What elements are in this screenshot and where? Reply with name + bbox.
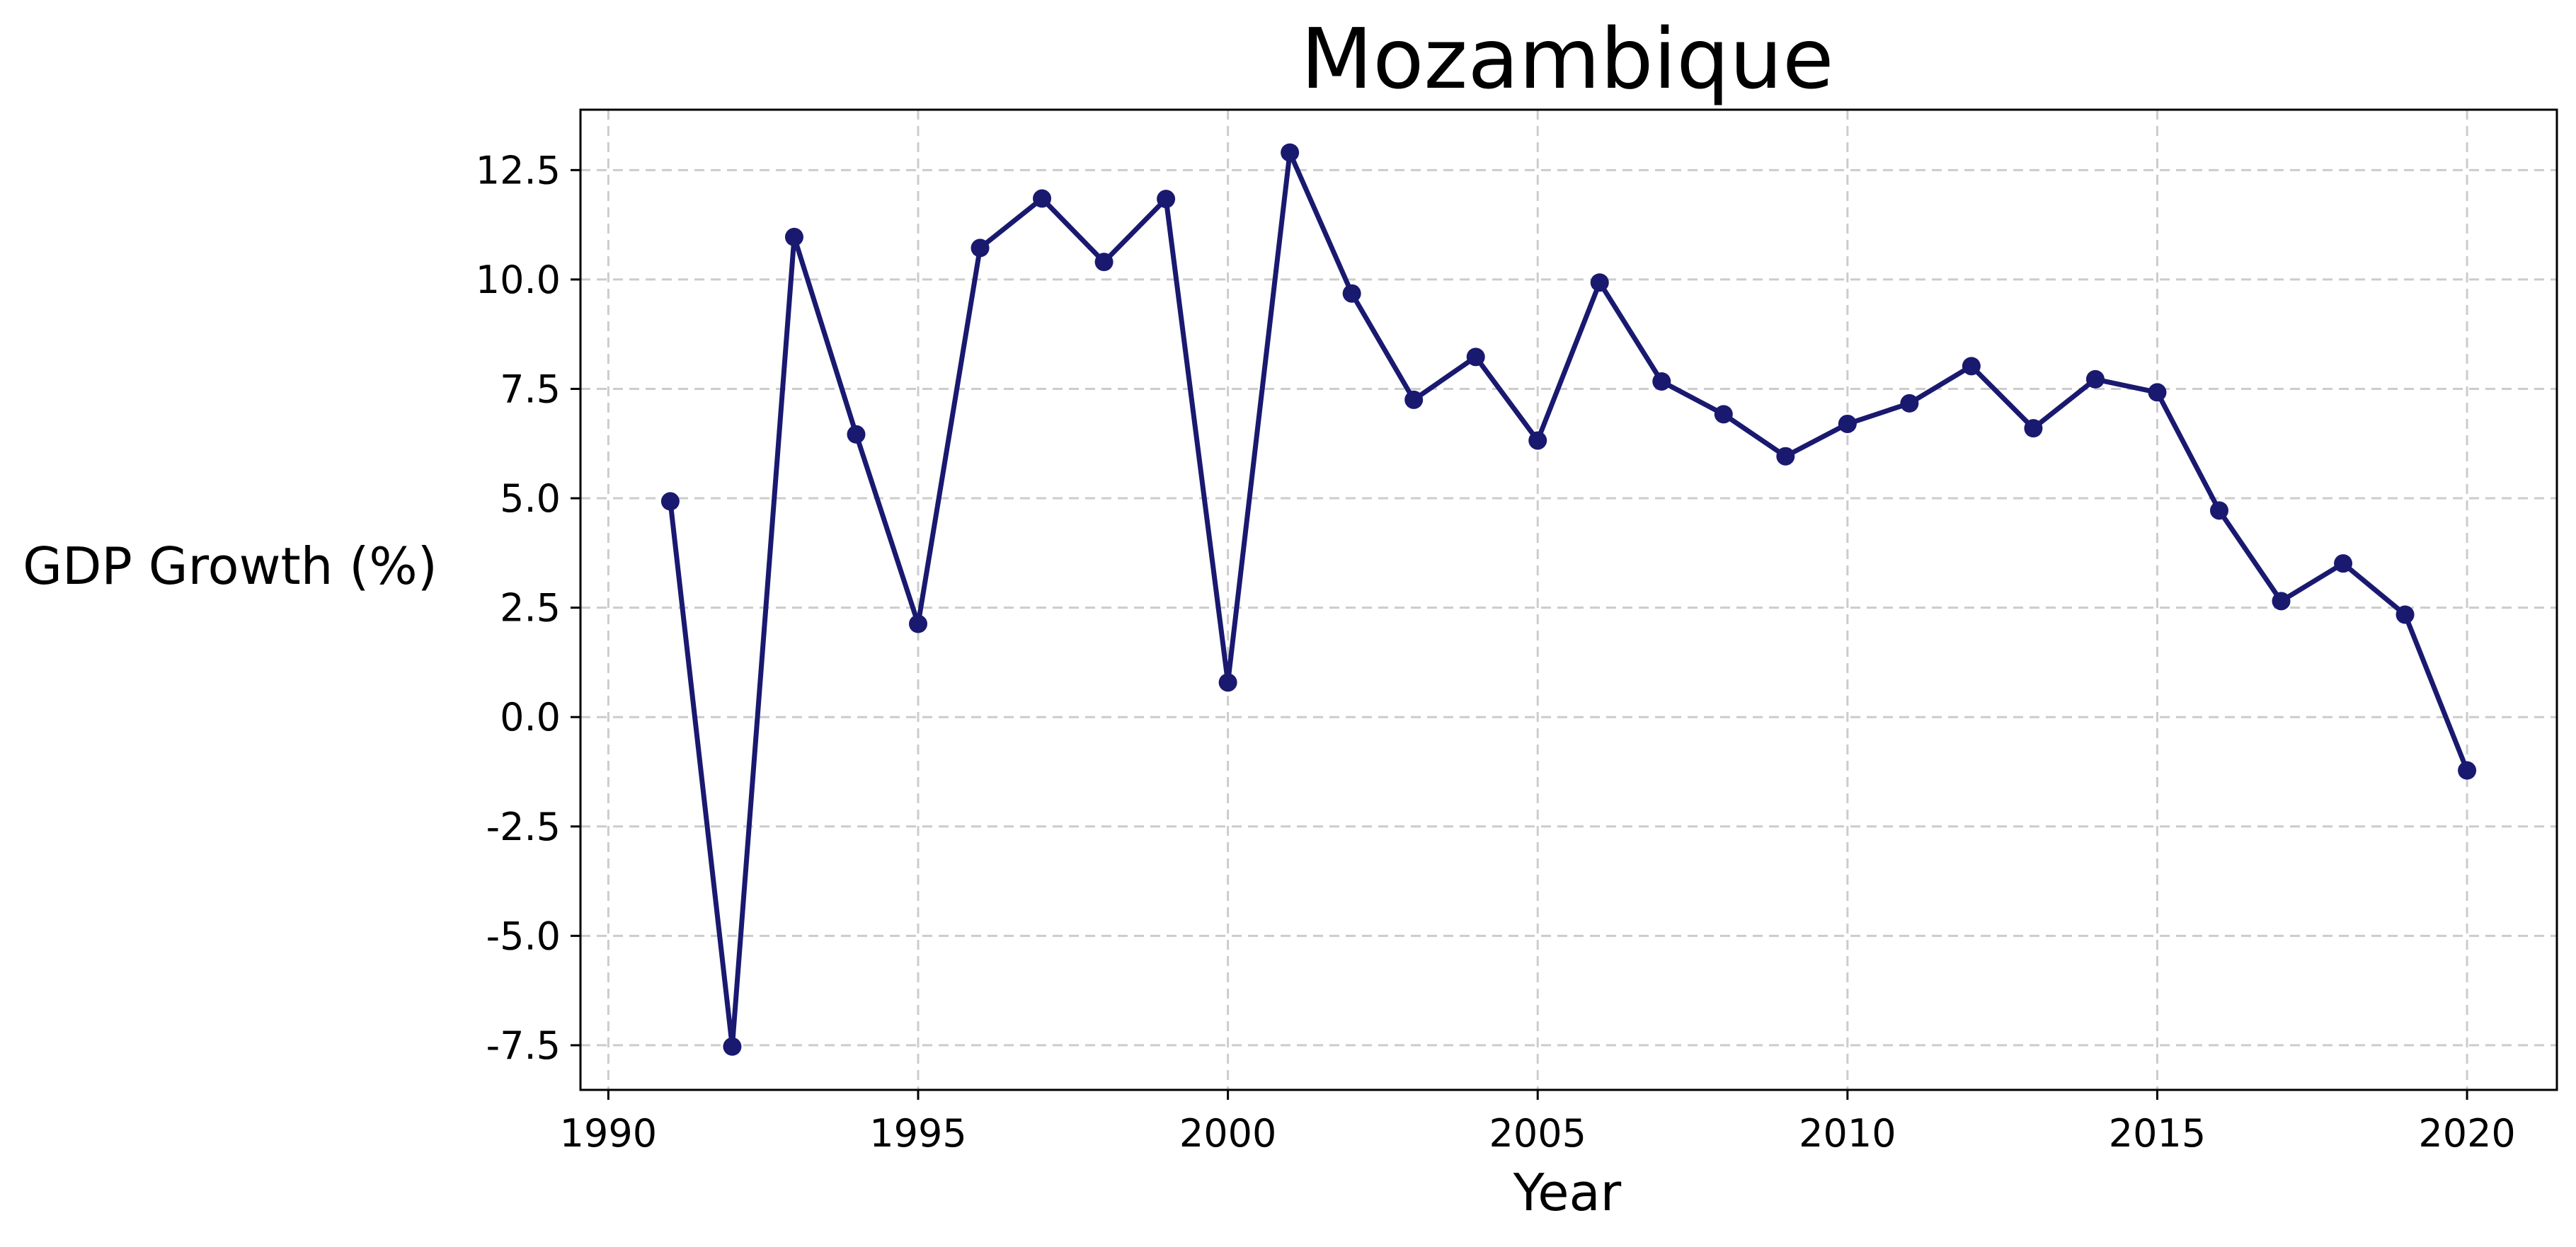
x-tick-label: 1990 (560, 1111, 657, 1156)
y-tick-label: 7.5 (500, 367, 561, 411)
x-tick-label: 2000 (1179, 1111, 1276, 1156)
axis-ticks: 1990 1995 2000 2005 2010 2015 2020 -7.5 -5.0 -2.5… (476, 148, 2516, 1156)
data-points (660, 143, 2477, 1056)
data-point (1590, 273, 1609, 292)
data-point (2272, 592, 2291, 611)
series-line (668, 150, 2470, 1050)
x-tick-label: 2010 (1799, 1111, 1896, 1156)
y-axis-label: GDP Growth (%) (23, 536, 437, 596)
data-point (2395, 605, 2415, 624)
data-point (1838, 414, 1857, 433)
y-tick-label: -7.5 (486, 1023, 561, 1068)
x-tick-label: 2020 (2418, 1111, 2515, 1156)
data-point (1342, 284, 1361, 303)
chart-title: Mozambique (1300, 10, 1833, 108)
data-point (1033, 189, 1052, 208)
y-tick-label: 5.0 (500, 476, 561, 521)
grid-lines (580, 110, 2557, 1090)
y-tick-label: 12.5 (476, 148, 561, 192)
data-point (1218, 673, 1237, 692)
data-point (909, 614, 928, 633)
data-point (2334, 554, 2353, 573)
data-point (1157, 190, 1176, 209)
data-point (660, 492, 680, 511)
data-point (1652, 372, 1671, 391)
y-tick-label: 0.0 (500, 695, 561, 740)
data-point (2209, 501, 2228, 520)
data-point (723, 1037, 742, 1056)
data-point (2024, 419, 2043, 438)
data-point (784, 227, 803, 246)
data-point (2458, 761, 2477, 780)
data-point (1094, 253, 1114, 272)
y-tick-label: 10.0 (476, 258, 561, 302)
data-point (1962, 357, 1981, 376)
data-point (1528, 431, 1547, 450)
data-point (971, 239, 990, 258)
data-point (1714, 405, 1733, 424)
data-point (1404, 390, 1424, 409)
data-point (1900, 393, 1919, 413)
x-tick-label: 2015 (2109, 1111, 2206, 1156)
x-tick-label: 2005 (1489, 1111, 1586, 1156)
y-tick-label: -2.5 (486, 805, 561, 849)
plot-frame (579, 108, 2558, 1091)
data-point (847, 425, 866, 444)
y-tick-label: -5.0 (486, 914, 561, 958)
x-tick-label: 1995 (869, 1111, 966, 1156)
data-point (1466, 347, 1485, 367)
data-point (1776, 447, 1795, 466)
series-line-group (668, 150, 2470, 1050)
x-axis-label: Year (1513, 1163, 1622, 1222)
y-tick-label: 2.5 (500, 586, 561, 631)
data-point (2148, 383, 2167, 402)
data-point (2085, 369, 2105, 389)
data-point (1281, 143, 1300, 162)
